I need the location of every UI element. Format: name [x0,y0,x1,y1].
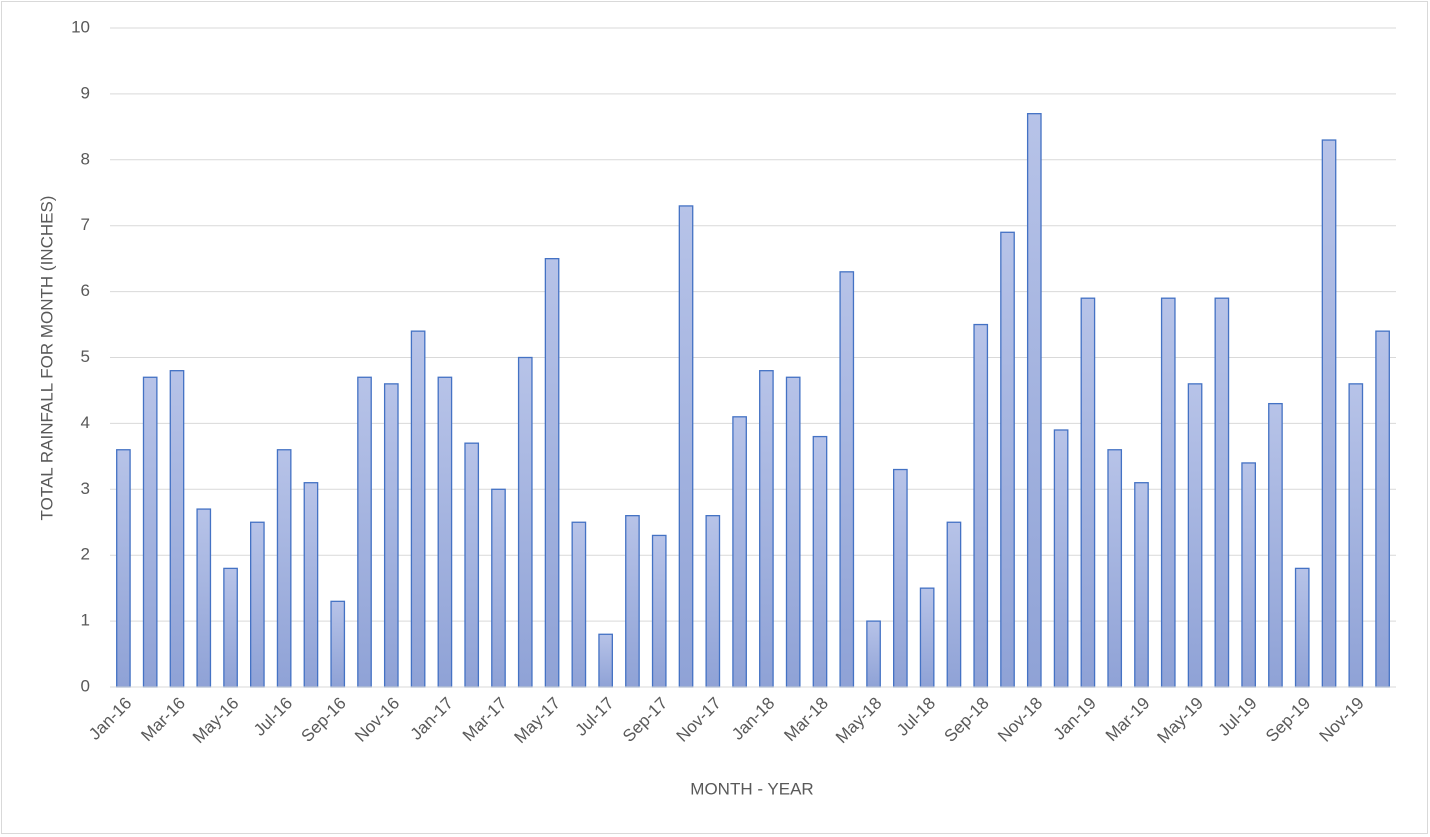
bar [1348,383,1364,688]
x-axis-title: MONTH - YEAR [690,779,813,798]
bar [464,442,480,688]
bar [410,330,426,688]
bar [437,376,453,688]
bar [1053,429,1069,688]
bar [517,356,533,688]
bar [812,435,828,688]
bar [1375,330,1390,688]
y-tick-label: 5 [81,347,90,366]
bar [491,488,506,688]
bar [1080,297,1096,688]
y-tick-label: 6 [81,281,90,300]
bar [839,271,855,688]
y-tick-label: 4 [81,413,90,432]
bar [1187,383,1203,688]
bar [1107,449,1123,688]
bar [1321,139,1337,688]
bar [1134,482,1149,688]
bar [1268,402,1283,688]
bar [330,600,346,688]
bar [276,449,292,688]
bar [919,587,935,688]
bar [357,376,372,688]
bar [651,534,667,688]
bar [142,376,158,688]
bar [1241,462,1256,688]
bar [1000,231,1015,688]
bar [383,383,399,688]
bar [973,323,989,688]
bar [1160,297,1176,688]
y-axis-title: TOTAL RAINFALL FOR MONTH (INCHES) [37,196,56,521]
bar [732,416,747,688]
bar [893,468,908,688]
bar [1214,297,1230,688]
bar [678,205,694,688]
y-tick-label: 9 [81,83,90,102]
bar [625,515,640,688]
bar [544,257,560,688]
bar [571,521,587,688]
y-tick-label: 2 [81,545,90,564]
bar [1026,113,1042,688]
bar [303,482,319,688]
bar [116,449,131,688]
bar [759,370,774,688]
bar [196,508,212,688]
y-tick-label: 8 [81,149,90,168]
bar [705,515,721,688]
y-tick-label: 1 [81,611,90,630]
bar [866,620,881,688]
bar [223,567,238,688]
y-tick-label: 10 [71,17,90,36]
y-tick-label: 3 [81,479,90,498]
y-tick-label: 7 [81,215,90,234]
bar [598,633,613,688]
bar [946,521,962,688]
bar [785,376,801,688]
bar [1294,567,1310,688]
bar [169,370,185,688]
bar [250,521,265,688]
y-tick-label: 0 [81,676,90,695]
